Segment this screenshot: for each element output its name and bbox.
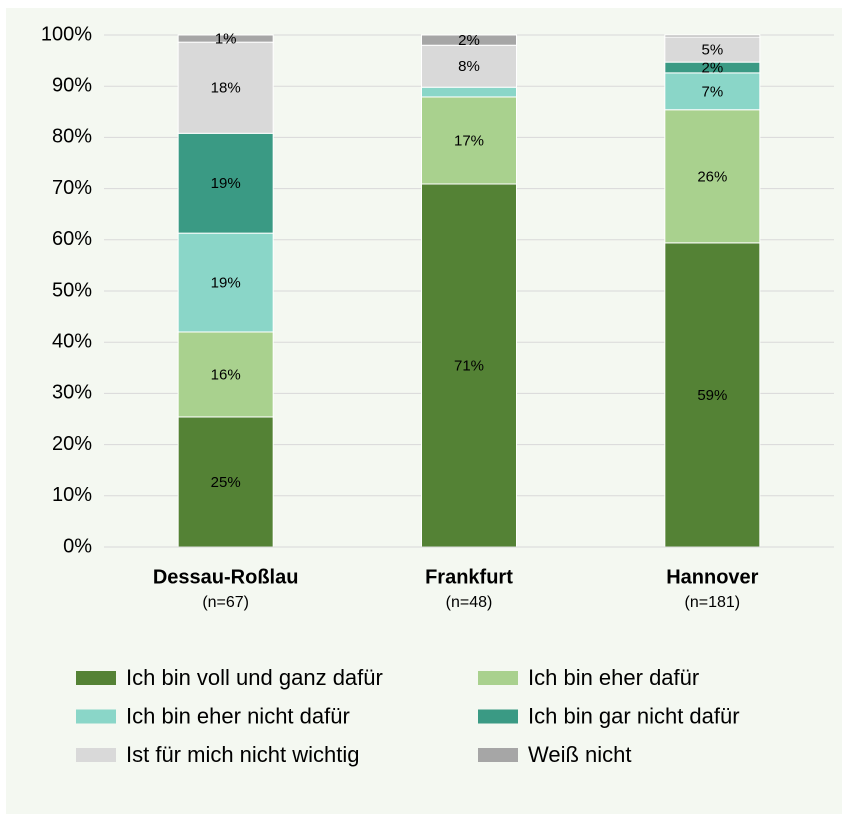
bar-segment (177, 232, 274, 333)
y-tick-label: 70% (52, 177, 92, 199)
bar-segment (177, 41, 274, 134)
bar-segment (177, 331, 274, 418)
bar-segment (421, 96, 517, 185)
legend-label: Ich bin voll und ganz dafür (126, 665, 383, 690)
legend-swatch (478, 748, 518, 762)
bar-segment (177, 132, 274, 234)
bar-segment (421, 44, 517, 88)
bar-segment (177, 416, 274, 548)
data-label: 19% (211, 175, 241, 192)
y-tick-label: 50% (52, 279, 92, 301)
bar-segment (177, 34, 274, 43)
y-tick-label: 60% (52, 228, 92, 250)
legend-swatch (76, 748, 116, 762)
data-label: 2% (458, 32, 480, 49)
data-label: 16% (211, 366, 241, 383)
data-label: 19% (211, 275, 241, 292)
sample-size: (n=181) (685, 594, 741, 611)
legend-label: Ich bin eher dafür (528, 665, 699, 690)
legend-swatch (76, 671, 116, 685)
legend-label: Ich bin gar nicht dafür (528, 703, 740, 728)
y-tick-label: 10% (52, 484, 92, 506)
bar-segment (421, 34, 517, 46)
y-tick-label: 20% (52, 433, 92, 455)
bar-segment (421, 183, 517, 548)
data-label: 71% (454, 357, 484, 374)
data-label: 2% (701, 59, 723, 76)
data-label: 59% (697, 387, 727, 404)
data-label: 5% (701, 42, 723, 59)
y-tick-label: 40% (52, 330, 92, 352)
data-label: 18% (211, 80, 241, 97)
y-tick-label: 90% (52, 74, 92, 96)
sample-size: (n=48) (446, 594, 493, 611)
data-label: 1% (215, 31, 237, 48)
legend-swatch (76, 709, 116, 724)
bar-segment (421, 86, 517, 98)
y-tick-label: 80% (52, 126, 92, 148)
bar-segment (664, 72, 761, 111)
x-tick-label: Frankfurt (425, 566, 513, 588)
bar-segment (664, 34, 761, 38)
y-tick-label: 100% (41, 23, 92, 45)
x-tick-label: Hannover (666, 566, 758, 588)
legend-swatch (478, 709, 518, 724)
x-tick-label: Dessau-Roßlau (153, 566, 299, 588)
data-label: 26% (697, 168, 727, 185)
bar-segment (664, 36, 761, 63)
data-label: 8% (458, 58, 480, 75)
legend-label: Ist für mich nicht wichtig (126, 742, 360, 767)
bar-segment (664, 242, 761, 548)
legend-label: Weiß nicht (528, 742, 632, 767)
legend-swatch (478, 671, 518, 685)
data-label: 25% (211, 474, 241, 491)
y-tick-label: 30% (52, 382, 92, 404)
data-label: 17% (454, 132, 484, 149)
sample-size: (n=67) (202, 594, 249, 611)
legend-label: Ich bin eher nicht dafür (126, 703, 350, 728)
y-tick-label: 0% (63, 535, 92, 557)
data-label: 7% (701, 83, 723, 100)
